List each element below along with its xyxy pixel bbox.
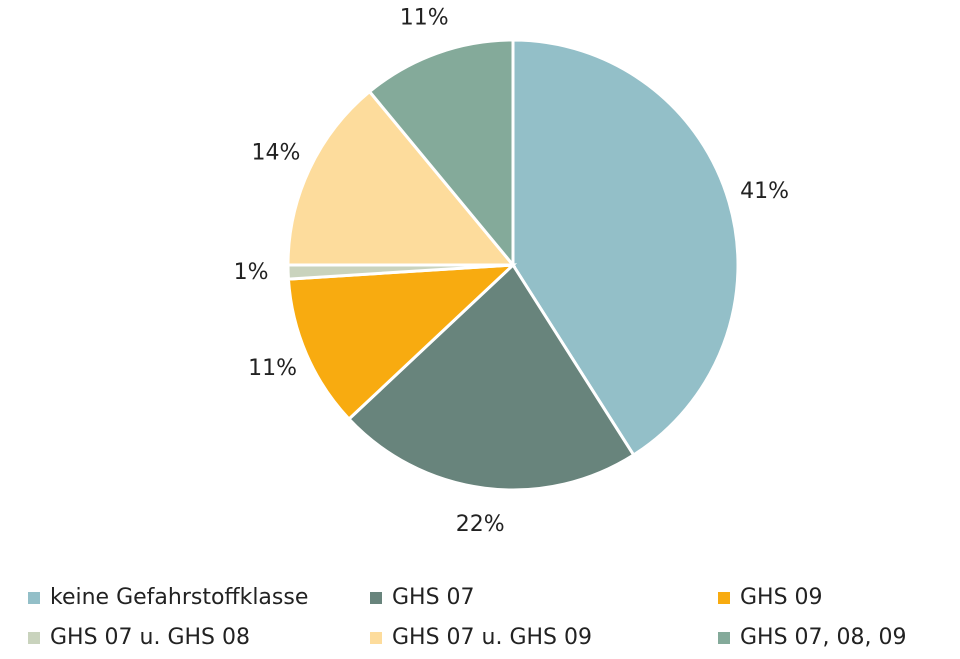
pie-slice	[286, 89, 517, 267]
data-label: 14%	[251, 140, 300, 165]
legend-swatch	[718, 632, 730, 644]
legend-label: GHS 07	[392, 585, 475, 610]
data-label: 11%	[248, 356, 297, 381]
legend-label: GHS 07 u. GHS 08	[50, 625, 250, 650]
legend-label: GHS 07, 08, 09	[740, 625, 907, 650]
legend-swatch	[370, 592, 382, 604]
legend-label: keine Gefahrstoffklasse	[50, 585, 308, 610]
data-label: 41%	[740, 179, 789, 204]
data-label: 1%	[234, 260, 269, 285]
legend-label: GHS 09	[740, 585, 823, 610]
pie-slice	[367, 38, 515, 270]
legend-swatch	[718, 592, 730, 604]
data-label: 22%	[456, 512, 505, 537]
legend-swatch	[28, 592, 40, 604]
legend-label: GHS 07 u. GHS 09	[392, 625, 592, 650]
pie-slice	[286, 263, 518, 422]
pie-slice	[346, 262, 636, 492]
legend-swatch	[370, 632, 382, 644]
legend-swatch	[28, 632, 40, 644]
data-label: 11%	[400, 5, 449, 30]
